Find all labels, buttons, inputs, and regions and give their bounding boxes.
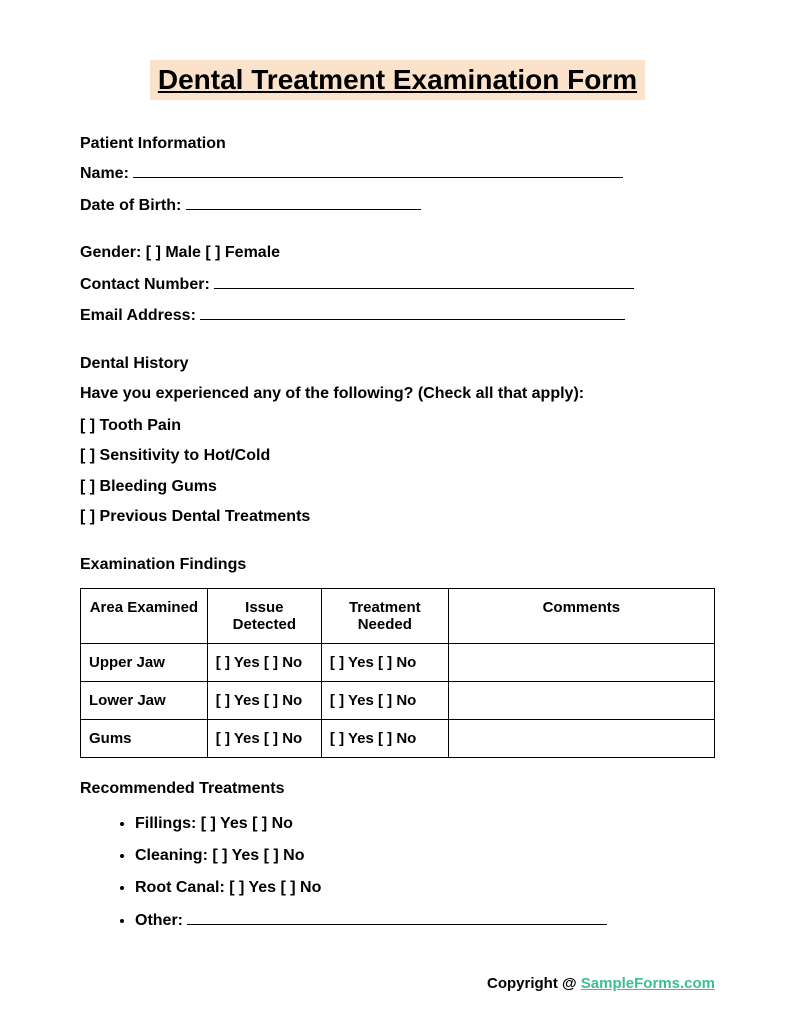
history-item-tooth-pain[interactable]: [ ] Tooth Pain xyxy=(80,413,715,439)
name-field-line: Name: xyxy=(80,161,715,187)
recommended-list: Fillings: [ ] Yes [ ] No Cleaning: [ ] Y… xyxy=(80,810,715,934)
cell-issue[interactable]: [ ] Yes [ ] No xyxy=(207,643,321,681)
history-item-previous-treatments[interactable]: [ ] Previous Dental Treatments xyxy=(80,504,715,530)
table-row: Gums [ ] Yes [ ] No [ ] Yes [ ] No xyxy=(81,719,715,757)
th-treatment: Treatment Needed xyxy=(321,588,448,643)
name-label: Name: xyxy=(80,165,133,182)
cell-area: Gums xyxy=(81,719,208,757)
history-item-bleeding-gums[interactable]: [ ] Bleeding Gums xyxy=(80,474,715,500)
footer: Copyright @ SampleForms.com xyxy=(487,975,715,992)
footer-prefix: Copyright @ xyxy=(487,975,581,992)
patient-info-heading: Patient Information xyxy=(80,135,715,153)
contact-label: Contact Number: xyxy=(80,276,214,293)
cell-treatment[interactable]: [ ] Yes [ ] No xyxy=(321,719,448,757)
dob-field-line: Date of Birth: xyxy=(80,193,715,219)
email-label: Email Address: xyxy=(80,307,200,324)
rec-other-blank[interactable] xyxy=(187,911,607,925)
th-issue: Issue Detected xyxy=(207,588,321,643)
rec-other-label: Other: xyxy=(135,912,187,929)
dob-label: Date of Birth: xyxy=(80,197,186,214)
page-title: Dental Treatment Examination Form xyxy=(150,60,645,100)
dob-blank[interactable] xyxy=(186,196,421,210)
footer-link[interactable]: SampleForms.com xyxy=(581,975,715,992)
exam-table: Area Examined Issue Detected Treatment N… xyxy=(80,588,715,758)
cell-issue[interactable]: [ ] Yes [ ] No xyxy=(207,681,321,719)
cell-comments[interactable] xyxy=(448,681,714,719)
cell-area: Lower Jaw xyxy=(81,681,208,719)
rec-other: Other: xyxy=(135,907,715,934)
th-comments: Comments xyxy=(448,588,714,643)
table-row: Upper Jaw [ ] Yes [ ] No [ ] Yes [ ] No xyxy=(81,643,715,681)
table-row: Lower Jaw [ ] Yes [ ] No [ ] Yes [ ] No xyxy=(81,681,715,719)
cell-comments[interactable] xyxy=(448,719,714,757)
cell-treatment[interactable]: [ ] Yes [ ] No xyxy=(321,681,448,719)
history-question: Have you experienced any of the followin… xyxy=(80,381,715,407)
email-field-line: Email Address: xyxy=(80,303,715,329)
contact-blank[interactable] xyxy=(214,275,634,289)
name-blank[interactable] xyxy=(133,164,623,178)
email-blank[interactable] xyxy=(200,306,625,320)
th-area: Area Examined xyxy=(81,588,208,643)
contact-field-line: Contact Number: xyxy=(80,272,715,298)
cell-treatment[interactable]: [ ] Yes [ ] No xyxy=(321,643,448,681)
cell-area: Upper Jaw xyxy=(81,643,208,681)
cell-comments[interactable] xyxy=(448,643,714,681)
rec-root-canal[interactable]: Root Canal: [ ] Yes [ ] No xyxy=(135,874,715,901)
title-container: Dental Treatment Examination Form xyxy=(80,60,715,100)
history-item-sensitivity[interactable]: [ ] Sensitivity to Hot/Cold xyxy=(80,443,715,469)
dental-history-heading: Dental History xyxy=(80,355,715,373)
rec-cleaning[interactable]: Cleaning: [ ] Yes [ ] No xyxy=(135,842,715,869)
cell-issue[interactable]: [ ] Yes [ ] No xyxy=(207,719,321,757)
rec-fillings[interactable]: Fillings: [ ] Yes [ ] No xyxy=(135,810,715,837)
recommended-heading: Recommended Treatments xyxy=(80,780,715,798)
gender-line[interactable]: Gender: [ ] Male [ ] Female xyxy=(80,240,715,266)
exam-findings-heading: Examination Findings xyxy=(80,556,715,574)
